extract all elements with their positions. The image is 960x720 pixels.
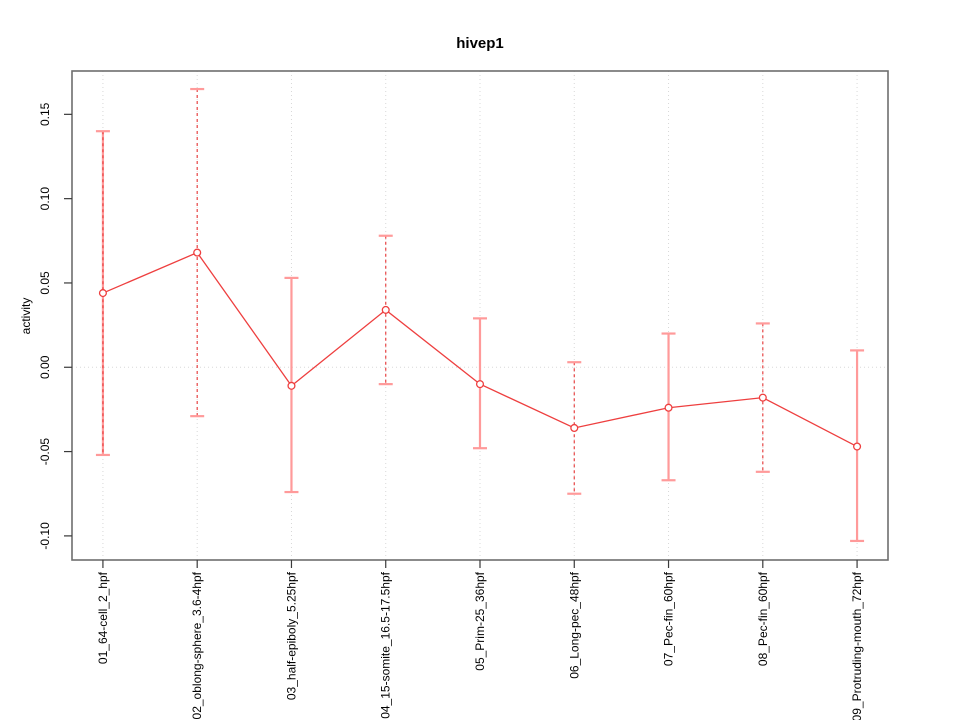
y-tick-label: 0.15	[38, 102, 52, 126]
y-tick-label: -0.05	[38, 438, 52, 466]
data-point	[287, 381, 296, 390]
data-point	[853, 442, 862, 451]
x-tick-label: 01_64-cell_2_hpf	[96, 571, 110, 664]
y-tick-label: 0.00	[38, 355, 52, 379]
data-point	[758, 393, 767, 402]
data-point	[475, 380, 485, 389]
data-point	[664, 403, 673, 412]
x-tick-label: 09_Protruding-mouth_72hpf	[850, 571, 864, 720]
x-tick-label: 04_15-somite_16.5-17.5hpf	[379, 571, 393, 718]
x-tick-label: 03_half-epiboly_5.25hpf	[284, 571, 298, 700]
data-point	[193, 248, 202, 257]
x-tick-label: 07_Pec-fin_60hpf	[662, 571, 676, 666]
y-tick-label: 0.10	[38, 187, 52, 211]
x-tick-label: 05_Prim-25_36hpf	[473, 571, 487, 670]
x-tick-label: 08_Pec-fin_60hpf	[756, 571, 770, 666]
data-point	[381, 305, 390, 314]
data-point	[570, 423, 579, 433]
x-tick-label: 02_oblong-sphere_3.6-4hpf	[190, 571, 204, 719]
y-tick-label: 0.05	[38, 271, 52, 295]
data-point	[98, 289, 107, 298]
y-tick-label: -0.10	[38, 522, 52, 550]
x-tick-label: 06_Long-pec_48hpf	[567, 571, 581, 678]
chart-title: hivep1	[456, 35, 504, 52]
